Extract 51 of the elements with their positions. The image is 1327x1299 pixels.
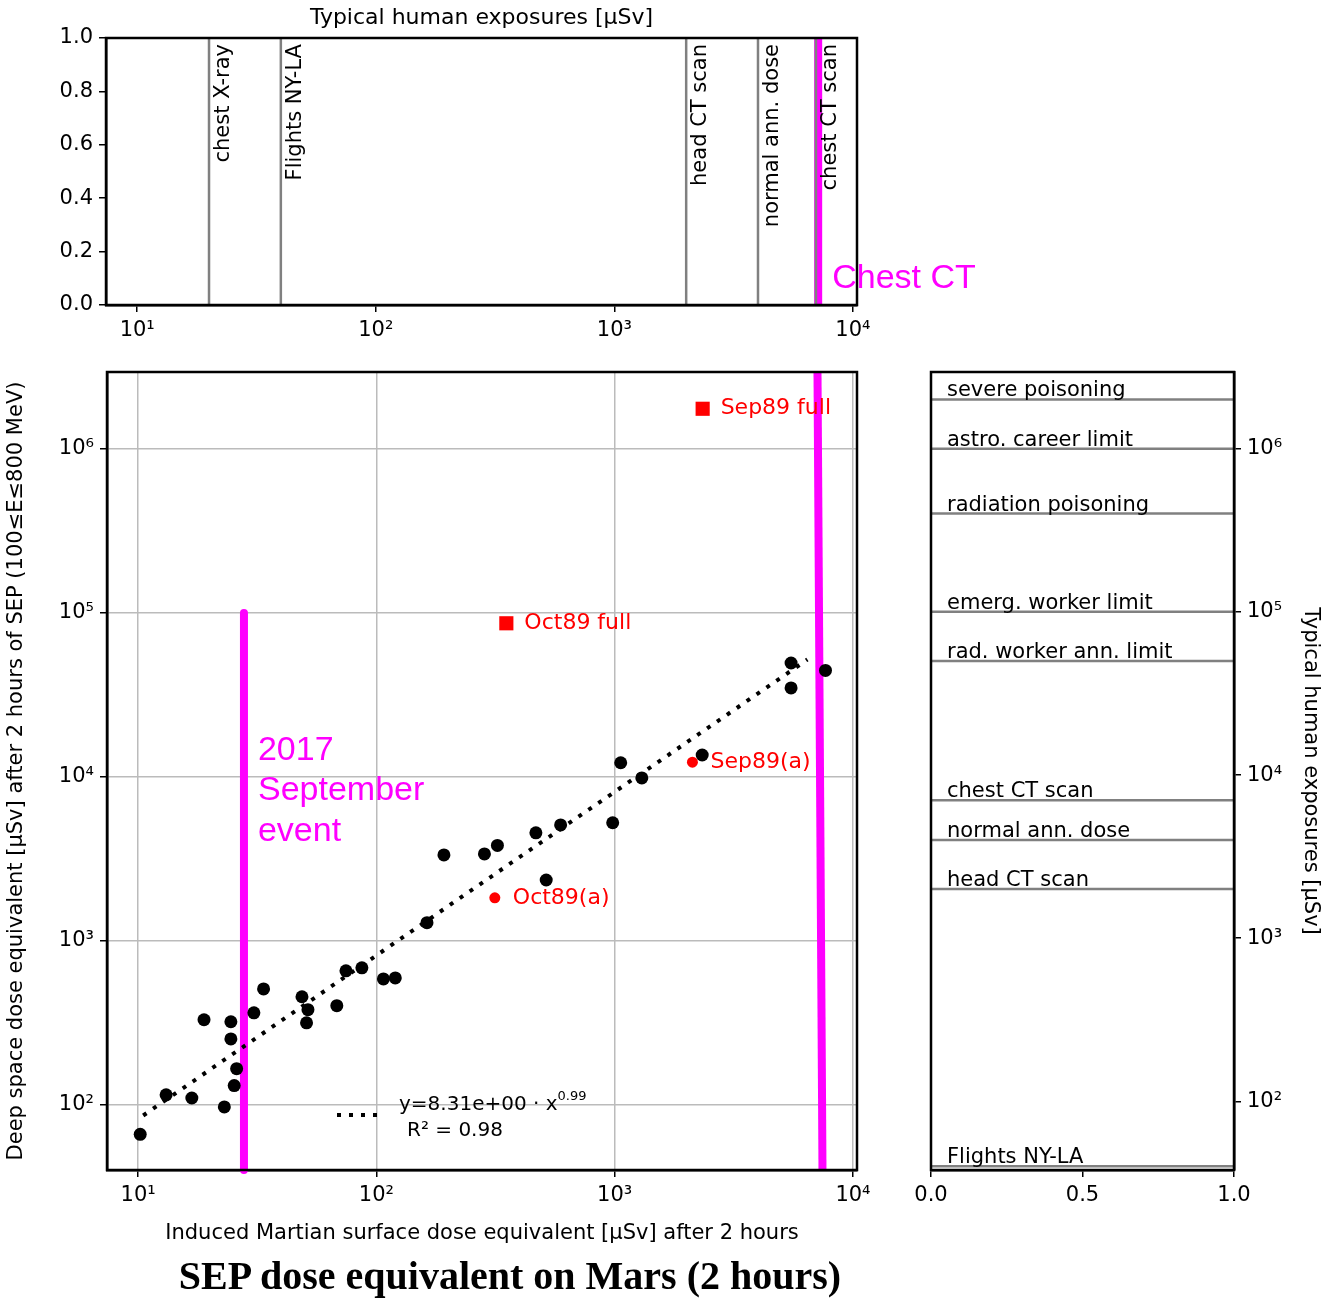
- ref-line-label: astro. career limit: [947, 426, 1133, 451]
- x-tick-label: 10⁴: [835, 317, 871, 342]
- y-axis-title: Deep space dose equivalent [μSv] after 2 hours of SEP (100≤E≤800 MeV): [3, 381, 28, 1161]
- y-tick-label: 10²: [58, 1091, 94, 1116]
- ref-line-label: emerg. worker limit: [947, 589, 1153, 614]
- chart-title: Typical human exposures [μSv]: [308, 4, 655, 29]
- x-tick-label: 10¹: [119, 317, 155, 342]
- y-axis-title: Typical human exposures [μSv]: [1299, 606, 1324, 935]
- y-tick-label: 0.4: [59, 184, 93, 209]
- y-tick-label: 10³: [1247, 924, 1283, 949]
- ref-line-label: rad. worker ann. limit: [947, 638, 1173, 663]
- x-tick-label: 10³: [596, 317, 632, 342]
- x-tick-label: 10²: [358, 1182, 394, 1207]
- ref-line-label: Flights NY-LA: [947, 1144, 1085, 1169]
- annotation: Oct89(a): [512, 883, 610, 909]
- x-tick-label: 10³: [597, 1182, 633, 1207]
- text: SEP dose equivalent on Mars (2 hours): [177, 1252, 843, 1299]
- y-tick-label: 10²: [1247, 1087, 1283, 1112]
- ref-line-label: chest CT scan: [947, 778, 1094, 803]
- annotation: Sep89(a): [710, 747, 811, 773]
- x-tick-label: 10⁴: [835, 1182, 871, 1207]
- ref-line-label: severe poisoning: [947, 377, 1126, 402]
- x-axis-title: Induced Martian surface dose equivalent [μSv] after 2 hours: [165, 1219, 799, 1244]
- y-tick-label: 10⁶: [1247, 435, 1283, 460]
- ref-line-label: normal ann. dose: [947, 817, 1131, 842]
- y-tick-label: 0.6: [59, 131, 93, 156]
- y-tick-label: 10⁶: [58, 435, 94, 460]
- ref-line-label: head CT scan: [687, 44, 712, 186]
- ref-line-label: chest CT scan: [816, 44, 841, 191]
- ref-line-label: Flights NY-LA: [281, 43, 306, 181]
- y-tick-label: 10⁴: [1247, 761, 1283, 786]
- x-tick-label: 1.0: [1217, 1182, 1251, 1207]
- ref-line-label: head CT scan: [947, 867, 1089, 892]
- x-tick-label: 10¹: [120, 1182, 156, 1207]
- y-tick-label: 0.0: [59, 291, 93, 316]
- y-tick-label: 0.8: [59, 77, 93, 102]
- x-tick-label: 0.0: [914, 1182, 948, 1207]
- y-tick-label: 10³: [58, 927, 94, 952]
- y-tick-label: 10⁴: [58, 763, 94, 788]
- ref-line-label: chest X-ray: [209, 44, 234, 163]
- ref-line-label: normal ann. dose: [758, 44, 783, 228]
- x-tick-label: 10²: [358, 317, 394, 342]
- y-tick-label: 10⁵: [1247, 598, 1283, 623]
- ref-line-label: radiation poisoning: [947, 491, 1150, 516]
- y-tick-label: 10⁵: [58, 599, 94, 624]
- x-tick-label: 0.5: [1065, 1182, 1100, 1207]
- annotation: Oct89 full: [524, 609, 632, 634]
- annotation: R² = 0.98: [407, 1117, 503, 1142]
- annotation: 2017 September event: [257, 728, 425, 849]
- y-tick-label: 1.0: [59, 24, 93, 49]
- y-tick-label: 0.2: [59, 238, 93, 263]
